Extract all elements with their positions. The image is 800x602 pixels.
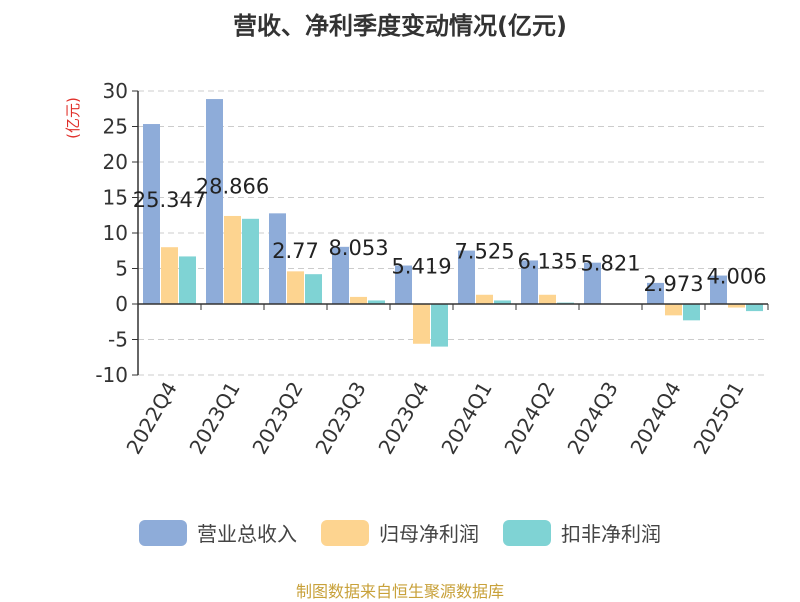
y-axis-label: (亿元): [64, 97, 82, 139]
y-tick-label: 20: [103, 150, 128, 174]
bar-deducted-profit: [305, 274, 322, 304]
bar-net-profit: [350, 297, 367, 304]
legend-item-deducted-profit[interactable]: 扣非净利润: [503, 518, 661, 547]
bar-net-profit: [413, 304, 430, 344]
x-tick-label: 2025Q1: [688, 378, 748, 459]
data-label: 7.525: [454, 240, 514, 264]
x-tick-label: 2023Q1: [184, 378, 244, 459]
legend-swatch-deducted-profit: [503, 520, 551, 546]
legend-item-net-profit[interactable]: 归母净利润: [321, 518, 479, 547]
legend-item-revenue[interactable]: 营业总收入: [139, 518, 297, 547]
x-tick-label: 2023Q2: [247, 378, 307, 459]
legend-swatch-net-profit: [321, 520, 369, 546]
bar-deducted-profit: [746, 304, 763, 311]
bar-deducted-profit: [179, 256, 196, 304]
bar-net-profit: [161, 247, 178, 304]
x-tick-label: 2024Q3: [562, 378, 622, 459]
legend-swatch-revenue: [139, 520, 187, 546]
bar-deducted-profit: [242, 219, 259, 304]
legend-label-deducted-profit: 扣非净利润: [561, 518, 661, 547]
bar-net-profit: [224, 216, 241, 304]
y-tick-label: 25: [103, 115, 128, 139]
x-tick-label: 2024Q1: [436, 378, 496, 459]
y-tick-label: 15: [103, 186, 128, 210]
data-label: 6.135: [517, 249, 577, 273]
data-label: 2.77: [272, 239, 319, 263]
x-tick-label: 2023Q4: [373, 378, 433, 459]
bar-deducted-profit: [431, 304, 448, 347]
bar-deducted-profit: [683, 304, 700, 320]
x-tick-label: 2023Q3: [310, 378, 370, 459]
bar-net-profit: [539, 295, 556, 304]
bar-revenue: [143, 124, 160, 304]
x-tick-label: 2024Q4: [625, 378, 685, 459]
legend-label-revenue: 营业总收入: [197, 518, 297, 547]
y-tick-label: -10: [95, 363, 128, 387]
x-tick-label: 2024Q2: [499, 378, 559, 459]
data-label: 4.006: [706, 265, 766, 289]
bar-net-profit: [476, 295, 493, 304]
bar-revenue: [206, 99, 223, 304]
y-tick-label: 0: [115, 292, 128, 316]
data-label: 28.866: [196, 174, 269, 198]
y-tick-label: 30: [103, 79, 128, 103]
bar-net-profit: [287, 271, 304, 304]
data-label: 2.973: [643, 272, 703, 296]
bar-net-profit: [665, 304, 682, 315]
legend-label-net-profit: 归母净利润: [379, 518, 479, 547]
x-tick-label: 2022Q4: [121, 378, 181, 459]
data-label: 8.053: [328, 236, 388, 260]
data-label: 5.419: [391, 255, 451, 279]
data-label: 5.821: [580, 252, 640, 276]
chart-legend: 营业总收入 归母净利润 扣非净利润: [0, 518, 800, 547]
y-tick-label: 10: [103, 221, 128, 245]
y-tick-label: -5: [108, 328, 128, 352]
data-source-note: 制图数据来自恒生聚源数据库: [0, 578, 800, 602]
y-tick-label: 5: [115, 257, 128, 281]
